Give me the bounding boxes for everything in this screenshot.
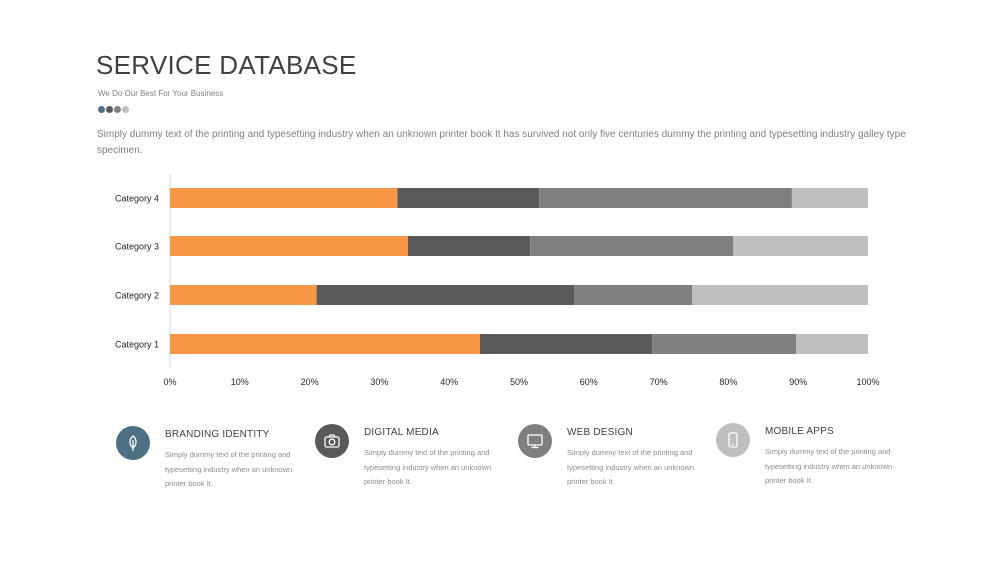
decorative-dots <box>98 106 129 113</box>
feature-icon-circle <box>116 426 150 460</box>
feature-mobile-apps: MOBILE APPS Simply dummy text of the pri… <box>716 423 892 498</box>
x-tick-label: 60% <box>580 377 598 387</box>
dot-4 <box>122 106 129 113</box>
category-label: Category 2 <box>115 291 159 301</box>
x-tick-label: 100% <box>856 377 879 387</box>
dot-3 <box>114 106 121 113</box>
feature-digital-media: DIGITAL MEDIA Simply dummy text of the p… <box>315 424 491 499</box>
feature-text: Simply dummy text of the printing and ty… <box>567 448 695 486</box>
page-description: Simply dummy text of the printing and ty… <box>97 129 906 156</box>
feature-text: Simply dummy text of the printing and ty… <box>165 450 293 488</box>
x-tick-label: 90% <box>789 377 807 387</box>
bar-segment-2-4 <box>692 285 868 305</box>
feature-title: MOBILE APPS <box>765 426 834 437</box>
feature-text: Simply dummy text of the printing and ty… <box>364 448 492 486</box>
bar-segment-2-1 <box>170 285 317 305</box>
category-label: Category 4 <box>115 194 159 204</box>
bar-segment-4-2 <box>397 188 540 208</box>
stacked-bar-chart: Category 1 Category 2 Category 3 Category 4… <box>115 174 880 387</box>
feature-title: BRANDING IDENTITY <box>165 429 270 440</box>
monitor-icon <box>527 434 543 449</box>
mobile-icon <box>728 432 738 448</box>
feature-text: Simply dummy text of the printing and ty… <box>765 447 893 485</box>
x-tick-label: 10% <box>231 377 249 387</box>
feature-icon-circle <box>518 424 552 458</box>
dot-1 <box>98 106 105 113</box>
x-tick-label: 0% <box>163 377 176 387</box>
feature-title: WEB DESIGN <box>567 427 633 438</box>
camera-icon <box>324 434 340 448</box>
bar-segment-4-3 <box>539 188 792 208</box>
feature-web-design: WEB DESIGN Simply dummy text of the prin… <box>518 424 694 499</box>
bar-segment-2-2 <box>316 285 575 305</box>
dot-2 <box>106 106 113 113</box>
bar-segment-3-3 <box>530 236 734 256</box>
bar-segment-1-4 <box>796 334 868 354</box>
bar-segment-3-2 <box>408 236 531 256</box>
bar-segment-3-1 <box>170 236 408 256</box>
page-subtitle: We Do Our Best For Your Business <box>98 89 224 98</box>
x-tick-label: 80% <box>719 377 737 387</box>
page-title: SERVICE DATABASE <box>96 50 357 80</box>
bar-segment-3-4 <box>733 236 868 256</box>
bar-segment-4-1 <box>170 188 398 208</box>
feature-icon-circle <box>315 424 349 458</box>
bar-segment-1-1 <box>170 334 480 354</box>
bar-segment-1-3 <box>652 334 797 354</box>
bar-segment-1-2 <box>479 334 653 354</box>
leaf-icon <box>129 435 137 451</box>
category-label: Category 1 <box>115 340 159 350</box>
bar-segment-2-3 <box>574 285 693 305</box>
x-tick-label: 50% <box>510 377 528 387</box>
x-tick-label: 20% <box>301 377 319 387</box>
x-tick-label: 40% <box>440 377 458 387</box>
x-tick-label: 30% <box>370 377 388 387</box>
feature-icon-circle <box>716 423 750 457</box>
bar-segment-4-4 <box>791 188 868 208</box>
feature-branding-identity: BRANDING IDENTITY Simply dummy text of t… <box>116 426 292 501</box>
category-label: Category 3 <box>115 242 159 252</box>
x-tick-label: 70% <box>650 377 668 387</box>
feature-title: DIGITAL MEDIA <box>364 427 439 438</box>
